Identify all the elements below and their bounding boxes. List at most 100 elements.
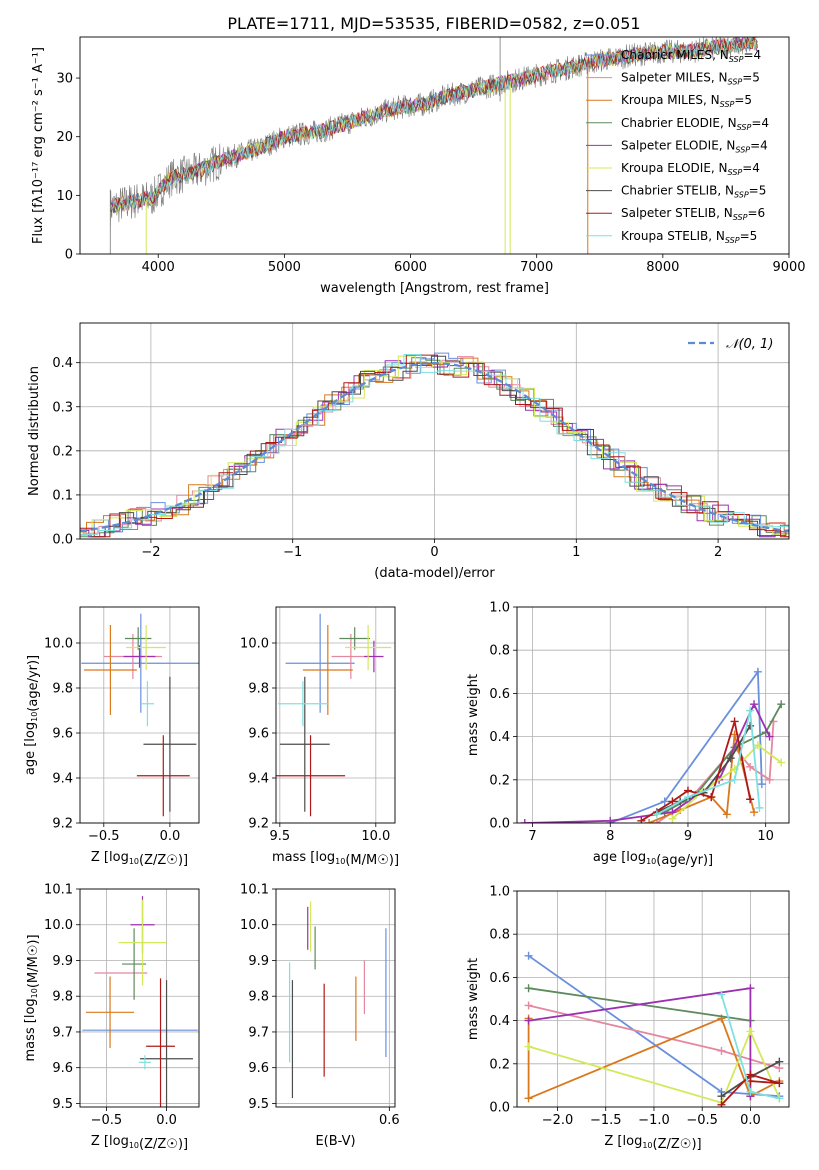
residual-histogram [80, 355, 789, 535]
plot-area [289, 901, 387, 1099]
x-tick-label: −0.5 [88, 829, 120, 844]
x-axis-label: E(B-V) [315, 1134, 355, 1149]
y-tick-label: 0.0 [52, 533, 73, 548]
marker [524, 1016, 533, 1025]
x-tick-label: 8 [606, 829, 614, 844]
y-tick-label: 9.6 [52, 727, 73, 742]
grid [80, 607, 199, 824]
axes-mass-vs-EBV: 0.6 9.5 9.6 9.7 9.8 9.9 10.0 10.1 E(B-V) [240, 883, 400, 1150]
x-axis-label: age [log10(age/yr)] [593, 850, 713, 868]
y-tick-label: 9.5 [248, 1097, 269, 1112]
y-axis-label: mass weight [466, 674, 481, 756]
y-tick-label: 0.3 [52, 400, 73, 415]
model-spectrum [109, 38, 758, 215]
legend-label: Chabrier ELODIE, NSSP=4 [621, 116, 769, 132]
axes-frame [79, 606, 200, 824]
y-axis-label: Normed distribution [27, 366, 42, 496]
marker [707, 793, 716, 802]
x-tick-label: 0 [430, 545, 438, 560]
y-tick-label: 1.0 [489, 601, 510, 616]
marker [637, 816, 646, 823]
marker [775, 1057, 784, 1066]
y-tick-label: 9.7 [248, 1025, 269, 1040]
x-tick-label: −1.5 [590, 1113, 622, 1128]
y-tick-label: 9.6 [248, 1061, 269, 1076]
marker [746, 706, 755, 715]
marker [524, 984, 533, 993]
plot-area [520, 667, 786, 823]
y-tick-label: 9.4 [52, 772, 73, 787]
axes-residuals: −2 −1 0 1 2 0.0 0.1 0.2 0.3 0.4 (data-model)/error… [27, 322, 790, 581]
marker [775, 1094, 784, 1103]
y-tick-label: 9.8 [52, 990, 73, 1005]
normal-curve [80, 361, 789, 533]
plot-area [276, 613, 392, 817]
axes-age-vs-mass: 9.5 10.0 9.2 9.4 9.6 9.8 10.0 mass [log10(M/M☉)… [240, 606, 399, 868]
y-tick-label: 9.2 [248, 817, 269, 832]
mass-weight-line [720, 1073, 780, 1106]
marker [746, 762, 755, 771]
marker [777, 700, 786, 709]
y-tick-label: 0.6 [489, 687, 510, 702]
marker [645, 819, 654, 823]
axes-frame [79, 888, 200, 1108]
legend: Chabrier MILES, NSSP=4 Salpeter MILES, NS… [586, 48, 769, 245]
plot-area [82, 896, 198, 1107]
legend-label: Salpeter STELIB, NSSP=6 [621, 206, 765, 222]
marker [730, 717, 739, 726]
x-tick-label: 8000 [646, 260, 679, 275]
residual-histogram [80, 360, 789, 538]
x-axis-label: mass [log10(M/M☉)] [272, 850, 399, 868]
marker [775, 1079, 784, 1088]
y-tick-label: 9.8 [52, 682, 73, 697]
y-tick-label: 10.0 [240, 918, 269, 933]
x-tick-label: 6000 [394, 260, 427, 275]
x-tick-label: 0.6 [379, 1113, 400, 1128]
y-tick-label: 0.4 [52, 356, 73, 371]
marker [524, 1042, 533, 1051]
y-tick-label: 0.4 [489, 1014, 510, 1029]
x-tick-label: 4000 [142, 260, 175, 275]
residual-histogram [80, 356, 789, 534]
x-tick-label: −2.0 [542, 1113, 574, 1128]
y-axis-label: mass [log10(M/M☉)] [23, 934, 41, 1061]
y-tick-label: 0.6 [489, 971, 510, 986]
y-tick-label: 30 [56, 72, 73, 87]
grid [276, 607, 395, 824]
y-tick-label: 9.2 [52, 817, 73, 832]
marker [750, 700, 759, 709]
y-tick-label: 9.8 [248, 990, 269, 1005]
x-tick-label: 1 [572, 545, 580, 560]
x-axis-label: Z [log10(Z/Z☉)] [91, 1134, 188, 1152]
y-tick-label: 1.0 [489, 885, 510, 900]
y-tick-label: 0.2 [52, 444, 73, 459]
mass-weight-line [528, 987, 752, 1097]
legend-label: Salpeter MILES, NSSP=5 [621, 71, 760, 87]
grid [80, 888, 199, 1107]
y-tick-label: 10.1 [44, 883, 73, 898]
legend-label: Chabrier MILES, NSSP=4 [621, 48, 761, 64]
x-tick-label: 0.0 [156, 1113, 177, 1128]
y-tick-label: 9.9 [52, 954, 73, 969]
x-tick-label: 0.0 [740, 1113, 761, 1128]
marker [606, 816, 615, 823]
y-tick-label: 9.6 [248, 727, 269, 742]
x-axis-label: Z [log10(Z/Z☉)] [91, 850, 188, 868]
x-axis-label: Z [log10(Z/Z☉)] [604, 1134, 701, 1152]
y-tick-label: 0.0 [489, 1101, 510, 1116]
marker [757, 780, 766, 789]
y-tick-label: 9.6 [52, 1061, 73, 1076]
y-tick-label: 0.8 [489, 644, 510, 659]
x-tick-label: −0.5 [91, 1113, 123, 1128]
marker [746, 1027, 755, 1036]
axes-massweight-vs-age: 7 8 9 10 0.0 0.2 0.4 0.6 0.8 1.0 age [log10(age/yr… [466, 601, 790, 868]
y-tick-label: 0.8 [489, 928, 510, 943]
marker [726, 754, 735, 763]
axes-massweight-vs-Z: −2.0 −1.5 −1.0 −0.5 0.0 0.0 0.2 0.4 0.6 0.8 1.0 Z [… [466, 885, 790, 1152]
legend-label: Chabrier STELIB, NSSP=5 [621, 184, 766, 200]
axes-frame [79, 36, 790, 255]
x-tick-label: 7 [528, 829, 536, 844]
marker [746, 795, 755, 804]
spectrum-title: PLATE=1711, MJD=53535, FIBERID=0582, z=0… [227, 14, 640, 33]
